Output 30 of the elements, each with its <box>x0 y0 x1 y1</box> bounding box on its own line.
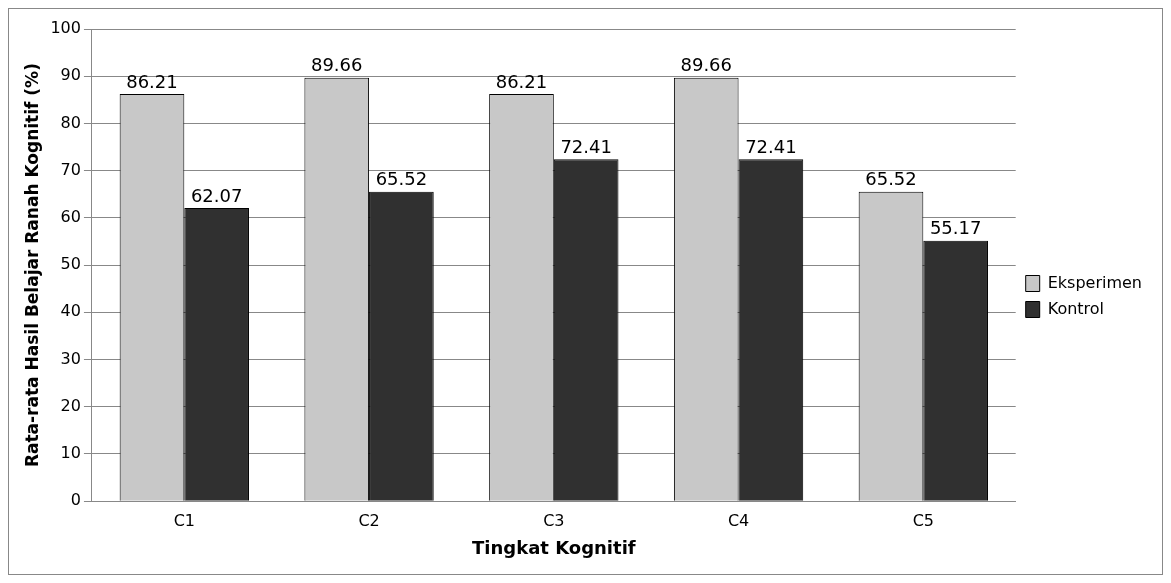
y-tick-label: 100 <box>50 18 81 38</box>
y-tick-label: 50 <box>60 254 81 274</box>
data-label: 86.21 <box>495 70 548 92</box>
y-tick-label: 70 <box>60 159 81 179</box>
y-tick-label: 40 <box>60 301 81 321</box>
data-label: 89.66 <box>680 54 732 76</box>
x-tick-label: C5 <box>912 510 934 530</box>
x-axis-title: Tingkat Kognitif <box>472 536 636 558</box>
x-tick-label: C1 <box>173 510 195 530</box>
legend-label: Eksperimen <box>1047 272 1143 292</box>
x-tick-label: C3 <box>543 510 565 530</box>
y-axis-title: Rata-rata Hasil Belajar Ranah Kognitif (%) <box>21 63 42 468</box>
data-label: 65.52 <box>375 168 428 190</box>
y-tick-label: 80 <box>60 112 81 132</box>
data-label: 72.41 <box>560 135 612 157</box>
data-label: 89.66 <box>310 54 363 76</box>
data-label: 72.41 <box>745 135 797 157</box>
y-tick-label: 90 <box>60 65 81 85</box>
y-tick-label: 10 <box>60 443 81 463</box>
data-label: 62.07 <box>190 184 243 206</box>
x-tick-label: C2 <box>358 510 380 530</box>
data-label: 55.17 <box>929 217 982 239</box>
data-label: 86.21 <box>126 70 178 92</box>
data-label: 65.52 <box>865 168 917 190</box>
y-tick-label: 20 <box>60 395 81 415</box>
legend-label: Kontrol <box>1047 298 1105 318</box>
y-tick-label: 30 <box>60 348 81 368</box>
x-tick-label: C4 <box>727 510 750 530</box>
y-tick-label: 60 <box>60 207 81 227</box>
y-tick-label: 0 <box>70 490 81 510</box>
